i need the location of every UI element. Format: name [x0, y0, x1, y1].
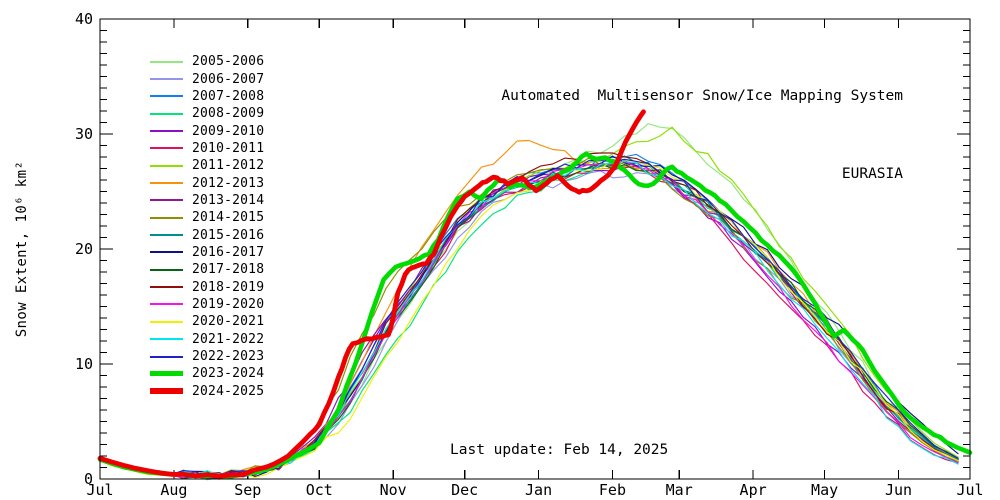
y-axis-label: Snow Extent, 10⁶ km²: [14, 160, 30, 338]
legend-line-swatch: [150, 286, 183, 289]
legend-item-2011-2012: 2011-2012: [150, 157, 264, 174]
y-tick-label: 10: [75, 355, 93, 373]
legend-label: 2013-2014: [192, 192, 265, 208]
legend-item-2020-2021: 2020-2021: [150, 313, 264, 330]
legend-line-swatch: [150, 182, 183, 185]
legend-item-2014-2015: 2014-2015: [150, 209, 264, 226]
x-month-label: Jul: [956, 481, 983, 499]
y-tick-label: 40: [75, 10, 93, 28]
legend-label: 2011-2012: [192, 158, 265, 174]
legend-label: 2018-2019: [192, 279, 265, 295]
legend-label: 2005-2006: [192, 54, 265, 70]
legend-item-2005-2006: 2005-2006: [150, 53, 264, 70]
legend-line-swatch: [150, 199, 183, 202]
legend-item-2015-2016: 2015-2016: [150, 226, 264, 243]
legend-line-swatch: [150, 268, 183, 271]
x-month-label: Apr: [740, 481, 767, 499]
legend-label: 2010-2011: [192, 140, 265, 156]
x-month-label: Oct: [306, 481, 333, 499]
legend-item-2012-2013: 2012-2013: [150, 174, 264, 191]
legend-item-2019-2020: 2019-2020: [150, 296, 264, 313]
x-month-label: Feb: [599, 481, 626, 499]
annotation-last-update: Last update: Feb 14, 2025: [450, 442, 669, 458]
legend-line-swatch: [150, 60, 183, 63]
x-month-label: Sep: [234, 481, 261, 499]
x-month-label: May: [811, 481, 838, 499]
series-line-2018-2019: [99, 152, 959, 477]
x-month-label: Jul: [86, 481, 113, 499]
legend-line-swatch: [150, 388, 183, 395]
y-tick-label: 20: [75, 240, 93, 258]
legend-line-swatch: [150, 147, 183, 150]
legend-line-swatch: [150, 355, 183, 358]
legend-item-2007-2008: 2007-2008: [150, 88, 264, 105]
y-tick-label: 0: [84, 470, 93, 488]
legend-item-2024-2025: 2024-2025: [150, 383, 264, 400]
legend-item-2013-2014: 2013-2014: [150, 192, 264, 209]
legend-line-swatch: [150, 234, 183, 237]
legend-item-2010-2011: 2010-2011: [150, 140, 264, 157]
legend: 2005-2006 2006-2007 2007-2008 2008-2009 2009…: [150, 53, 264, 400]
legend-item-2023-2024: 2023-2024: [150, 365, 264, 382]
legend-line-swatch: [150, 338, 183, 341]
legend-label: 2008-2009: [192, 106, 265, 122]
legend-item-2009-2010: 2009-2010: [150, 122, 264, 139]
legend-label: 2022-2023: [192, 349, 265, 365]
chart-title: Automated Multisensor Snow/Ice Mapping S…: [501, 88, 903, 104]
chart-region-subtitle: EURASIA: [841, 166, 903, 182]
legend-label: 2023-2024: [192, 366, 265, 382]
legend-item-2017-2018: 2017-2018: [150, 261, 264, 278]
legend-line-swatch: [150, 112, 183, 115]
x-month-label: Jan: [525, 481, 552, 499]
legend-line-swatch: [150, 216, 183, 219]
legend-line-swatch: [150, 251, 183, 254]
legend-line-swatch: [150, 303, 183, 306]
legend-line-swatch: [150, 95, 183, 98]
legend-line-swatch: [150, 320, 183, 323]
x-month-label: Nov: [380, 481, 407, 499]
legend-label: 2019-2020: [192, 296, 265, 312]
y-tick-label: 30: [75, 125, 93, 143]
legend-label: 2024-2025: [192, 383, 265, 399]
legend-line-swatch: [150, 130, 183, 133]
legend-label: 2020-2021: [192, 314, 265, 330]
legend-line-swatch: [150, 371, 183, 377]
legend-label: 2015-2016: [192, 227, 265, 243]
legend-item-2016-2017: 2016-2017: [150, 244, 264, 261]
legend-item-2006-2007: 2006-2007: [150, 70, 264, 87]
legend-label: 2014-2015: [192, 210, 265, 226]
legend-label: 2006-2007: [192, 71, 265, 87]
x-month-label: Jun: [885, 481, 912, 499]
chart-title-block: Automated Multisensor Snow/Ice Mapping S…: [501, 31, 903, 239]
legend-label: 2009-2010: [192, 123, 265, 139]
legend-line-swatch: [150, 78, 183, 81]
legend-label: 2021-2022: [192, 331, 265, 347]
legend-label: 2017-2018: [192, 262, 265, 278]
x-month-label: Aug: [160, 481, 187, 499]
legend-label: 2012-2013: [192, 175, 265, 191]
x-month-label: Mar: [666, 481, 693, 499]
legend-label: 2007-2008: [192, 88, 265, 104]
legend-line-swatch: [150, 164, 183, 167]
series-line-2024-2025: [97, 109, 646, 479]
legend-item-2008-2009: 2008-2009: [150, 105, 264, 122]
legend-item-2021-2022: 2021-2022: [150, 331, 264, 348]
x-month-label: Dec: [451, 481, 478, 499]
legend-label: 2016-2017: [192, 244, 265, 260]
annotation-block: Last update: Feb 14, 2025 Snow area exte…: [450, 384, 721, 500]
legend-item-2018-2019: 2018-2019: [150, 278, 264, 295]
legend-item-2022-2023: 2022-2023: [150, 348, 264, 365]
